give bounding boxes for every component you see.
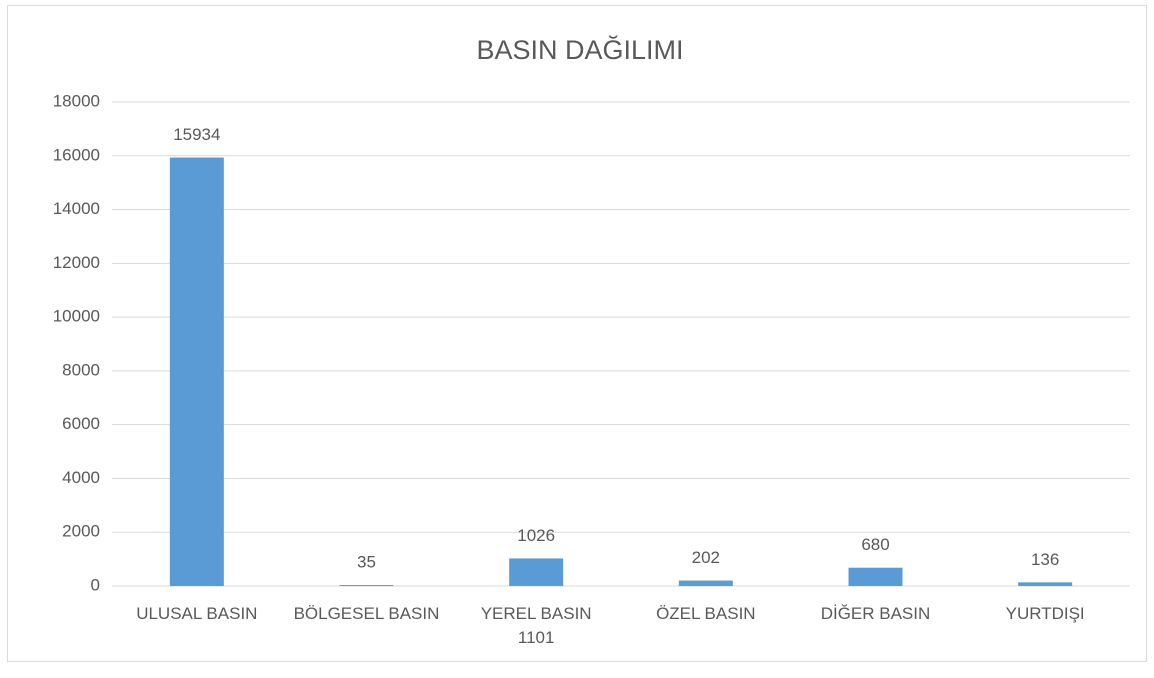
value-label: 15934 xyxy=(173,125,220,144)
y-tick-label: 10000 xyxy=(53,307,100,326)
bar xyxy=(848,567,903,586)
x-tick-label: YEREL BASIN 1101 xyxy=(480,604,592,647)
value-label: 35 xyxy=(357,553,376,572)
x-tick-label-box: DİĞER BASIN xyxy=(820,604,931,623)
bar xyxy=(339,585,394,586)
value-label: 1026 xyxy=(517,526,555,545)
bar xyxy=(169,157,224,587)
x-tick-label: DİĞER BASIN xyxy=(820,604,931,623)
y-tick-label: 12000 xyxy=(53,253,100,272)
x-tick-label-box: ULUSAL BASIN xyxy=(136,604,258,623)
y-tick-label: 8000 xyxy=(62,360,100,379)
x-tick-label-box: ÖZEL BASIN xyxy=(656,604,756,623)
bar xyxy=(509,558,564,586)
y-tick-label: 0 xyxy=(91,575,100,594)
x-tick-label: YURTDIŞI xyxy=(1005,604,1085,623)
x-tick-label-box: YEREL BASIN 1101 xyxy=(480,604,592,647)
chart-title: BASIN DAĞILIMI xyxy=(476,34,683,65)
y-tick-label: 14000 xyxy=(53,199,100,218)
y-tick-label: 4000 xyxy=(62,468,100,487)
y-tick-label: 2000 xyxy=(62,522,100,541)
bar xyxy=(1018,582,1073,586)
x-tick-label: BÖLGESEL BASIN xyxy=(293,604,440,623)
x-tick-label: ULUSAL BASIN xyxy=(136,604,258,623)
value-label: 680 xyxy=(861,535,889,554)
y-tick-label: 6000 xyxy=(62,414,100,433)
y-tick-label: 18000 xyxy=(53,91,100,110)
x-tick-label-box: YURTDIŞI xyxy=(1005,604,1085,623)
value-label: 202 xyxy=(692,548,720,567)
y-tick-label: 16000 xyxy=(53,145,100,164)
bar xyxy=(678,580,733,586)
x-tick-label-box: BÖLGESEL BASIN xyxy=(293,604,440,623)
x-tick-label: ÖZEL BASIN xyxy=(656,604,756,623)
value-label: 136 xyxy=(1031,550,1059,569)
